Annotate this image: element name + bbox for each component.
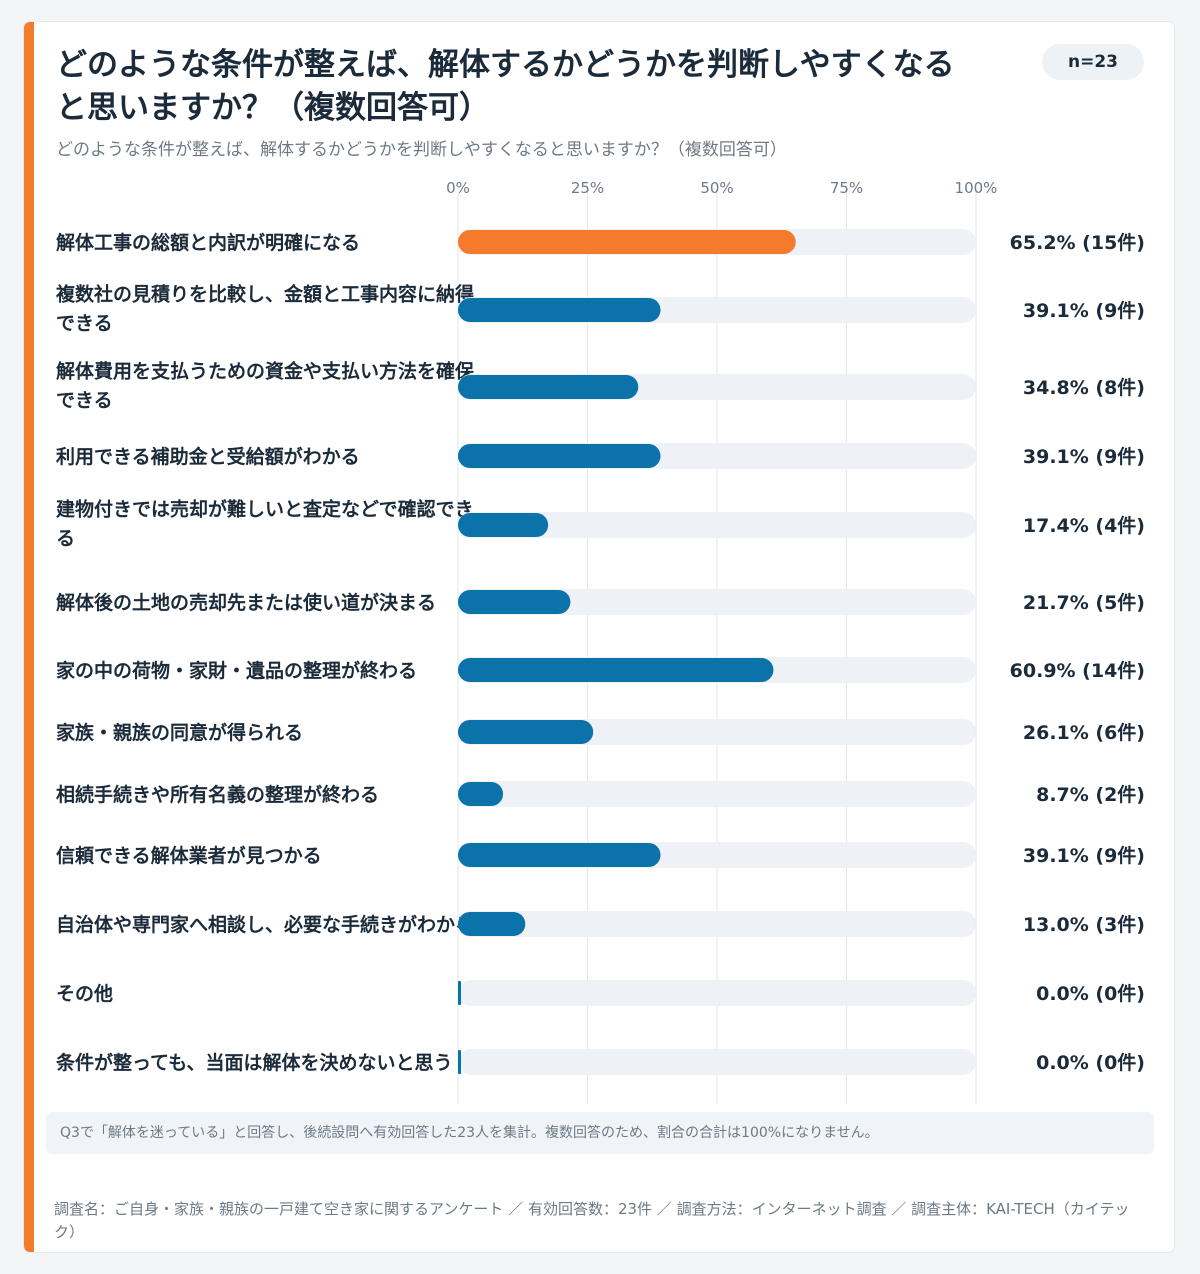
category-label: 家族・親族の同意が得られる bbox=[56, 721, 303, 744]
x-tick-label: 50% bbox=[700, 179, 733, 197]
category-label: 信頼できる解体業者が見つかる bbox=[56, 844, 322, 867]
bar-track bbox=[458, 512, 976, 538]
category-label: 自治体や専門家へ相談し、必要な手続きがわかる bbox=[56, 913, 474, 936]
category-label: 建物付きでは売却が難しいと査定などで確認できる bbox=[56, 498, 474, 550]
category-label: 解体後の土地の売却先または使い道が決まる bbox=[56, 591, 436, 614]
bar-track bbox=[458, 911, 976, 937]
bar bbox=[458, 590, 571, 614]
value-label: 39.1% (9件) bbox=[1023, 299, 1145, 322]
bar bbox=[458, 444, 661, 468]
x-tick-label: 75% bbox=[830, 179, 863, 197]
value-label: 34.8% (8件) bbox=[1023, 376, 1145, 399]
value-label: 17.4% (4件) bbox=[1023, 514, 1145, 537]
bar bbox=[458, 375, 639, 399]
bar bbox=[458, 1050, 461, 1074]
bar bbox=[458, 782, 504, 806]
value-label: 0.0% (0件) bbox=[1036, 1051, 1145, 1074]
bar-track bbox=[458, 1049, 976, 1075]
bar bbox=[458, 230, 796, 254]
bar-chart: 0% 25% 50% 75% 100% 解体工事の総額と内訳が明確になる 65.2% (15… bbox=[55, 179, 1145, 1104]
bar-track bbox=[458, 980, 976, 1006]
sample-size-badge: n=23 bbox=[1042, 44, 1144, 80]
value-label: 39.1% (9件) bbox=[1023, 844, 1145, 867]
chart-title: どのような条件が整えば、解体するかどうかを判断しやすくなると思いますか？（複数回… bbox=[56, 47, 955, 126]
x-tick-label: 0% bbox=[446, 179, 470, 197]
x-tick-label: 25% bbox=[571, 179, 604, 197]
value-label: 21.7% (5件) bbox=[1023, 591, 1145, 614]
bar bbox=[458, 981, 461, 1005]
accent-bar bbox=[24, 22, 34, 1252]
chart-subtitle: どのような条件が整えば、解体するかどうかを判断しやすくなると思いますか？（複数回… bbox=[56, 140, 787, 160]
bar bbox=[458, 298, 661, 322]
bar-track bbox=[458, 589, 976, 615]
bar-track bbox=[458, 781, 976, 807]
value-label: 0.0% (0件) bbox=[1036, 982, 1145, 1005]
bar bbox=[458, 720, 594, 744]
bar bbox=[458, 658, 774, 682]
bar bbox=[458, 843, 661, 867]
category-label: 家の中の荷物・家財・遺品の整理が終わる bbox=[56, 659, 417, 682]
value-label: 65.2% (15件) bbox=[1010, 231, 1145, 254]
category-label: 利用できる補助金と受給額がわかる bbox=[56, 445, 360, 468]
bar bbox=[458, 912, 526, 936]
x-tick-label: 100% bbox=[955, 179, 998, 197]
category-label: 複数社の見積りを比較し、金額と工事内容に納得できる bbox=[55, 283, 474, 335]
survey-footer: 調査名：ご自身・家族・親族の一戸建て空き家に関するアンケート ／ 有効回答数：2… bbox=[54, 1200, 1130, 1241]
value-label: 13.0% (3件) bbox=[1023, 913, 1145, 936]
category-label: その他 bbox=[56, 982, 113, 1005]
category-label: 相続手続きや所有名義の整理が終わる bbox=[56, 783, 379, 806]
chart-card: どのような条件が整えば、解体するかどうかを判断しやすくなると思いますか？（複数回… bbox=[24, 22, 1174, 1252]
chart-note: Q3で「解体を迷っている」と回答し、後続設問へ有効回答した23人を集計。複数回答… bbox=[46, 1112, 1154, 1154]
value-label: 39.1% (9件) bbox=[1023, 445, 1145, 468]
value-label: 26.1% (6件) bbox=[1023, 721, 1145, 744]
value-label: 8.7% (2件) bbox=[1036, 783, 1145, 806]
bar bbox=[458, 513, 549, 537]
value-label: 60.9% (14件) bbox=[1010, 659, 1145, 682]
category-label: 解体工事の総額と内訳が明確になる bbox=[56, 231, 360, 254]
category-label: 解体費用を支払うための資金や支払い方法を確保できる bbox=[56, 360, 475, 412]
category-label: 条件が整っても、当面は解体を決めないと思う bbox=[56, 1051, 453, 1074]
